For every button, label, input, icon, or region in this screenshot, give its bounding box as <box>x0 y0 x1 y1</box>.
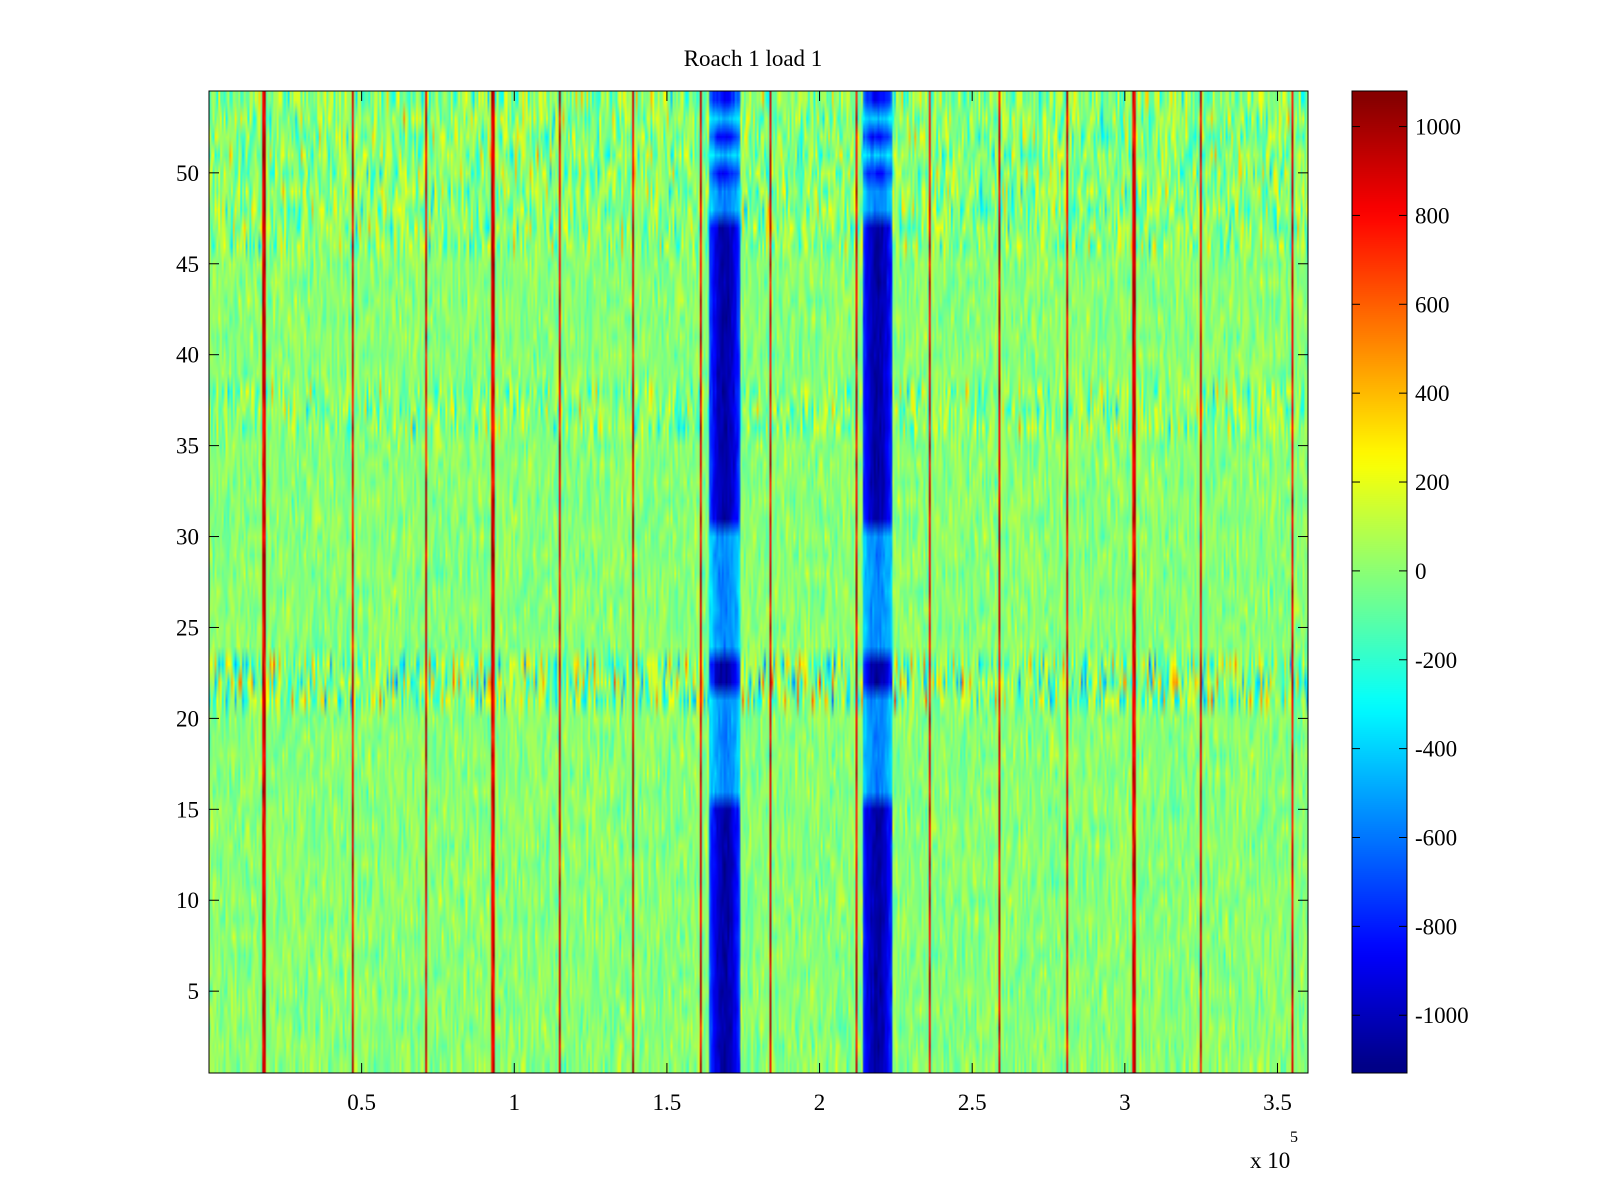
colorbar-tick-label: 200 <box>1415 470 1450 495</box>
colorbar-tick-label: 800 <box>1415 203 1450 228</box>
x-tick-label: 3.5 <box>1263 1090 1292 1115</box>
y-tick-label: 40 <box>176 343 199 368</box>
colorbar-frame <box>1351 90 1408 1074</box>
colorbar: 1000 800 600 400 200 0 -200 -400 -600 -800 -1000 <box>1351 90 1469 1074</box>
y-tick-label: 25 <box>176 615 199 640</box>
colorbar-tick-label: -600 <box>1415 825 1457 850</box>
x-tick-label: 0.5 <box>347 1090 376 1115</box>
y-tick-label: 15 <box>176 797 199 822</box>
y-tick-label: 10 <box>176 888 199 913</box>
chart-title: Roach 1 load 1 <box>684 46 823 71</box>
x-tick-label: 2.5 <box>958 1090 987 1115</box>
x-axis: 0.5 1 1.5 2 2.5 3 3.5 <box>347 91 1292 1115</box>
colorbar-tick-label: 1000 <box>1415 115 1461 140</box>
x-tick-label: 1.5 <box>653 1090 682 1115</box>
colorbar-tick-label: 400 <box>1415 381 1450 406</box>
y-tick-label: 30 <box>176 525 199 550</box>
colorbar-tick-label: -1000 <box>1415 1003 1469 1028</box>
x-tick-label: 1 <box>509 1090 521 1115</box>
y-tick-label: 50 <box>176 161 199 186</box>
x-tick-label: 3 <box>1119 1090 1131 1115</box>
heatmap-plot-area <box>208 90 1309 1074</box>
x-axis-exponent-power: 5 <box>1290 1129 1298 1146</box>
x-axis-exponent-label: x 10 <box>1250 1148 1290 1173</box>
colorbar-ticks: 1000 800 600 400 200 0 -200 -400 -600 -800 -1000 <box>1352 115 1469 1028</box>
y-tick-label: 45 <box>176 252 199 277</box>
y-tick-label: 5 <box>188 979 200 1004</box>
colorbar-tick-label: -400 <box>1415 737 1457 762</box>
colorbar-tick-label: -200 <box>1415 648 1457 673</box>
y-axis: 5 10 15 20 25 30 35 40 45 50 <box>176 161 1308 1004</box>
heatmap-image <box>209 91 1308 1073</box>
plot-frame <box>208 90 1309 1074</box>
y-tick-label: 35 <box>176 434 199 459</box>
colorbar-gradient <box>1352 91 1407 1073</box>
y-tick-label: 20 <box>176 706 199 731</box>
colorbar-tick-label: 600 <box>1415 292 1450 317</box>
x-tick-label: 2 <box>814 1090 826 1115</box>
colorbar-tick-label: 0 <box>1415 559 1427 584</box>
colorbar-tick-label: -800 <box>1415 914 1457 939</box>
